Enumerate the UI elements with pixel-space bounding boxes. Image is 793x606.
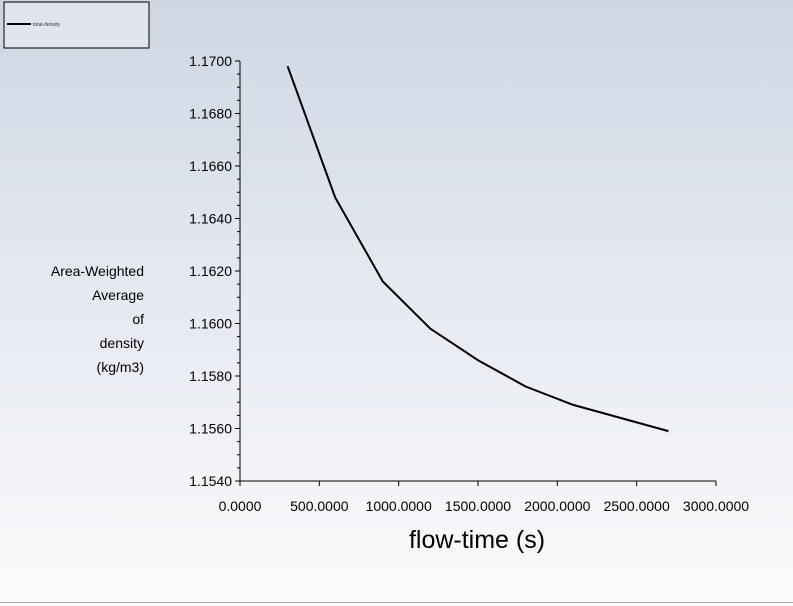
x-axis-ticks: 0.0000 500.0000 1000.0000 1500.0000 2000.000…	[219, 481, 749, 514]
y-tick-label: 1.1700	[189, 53, 232, 69]
y-axis-label-line: (kg/m3)	[97, 359, 144, 375]
x-tick-label: 2000.0000	[524, 498, 590, 514]
y-axis-label: Area-Weighted Average of density (kg/m3)	[51, 263, 144, 375]
x-tick-label: 500.0000	[290, 498, 349, 514]
x-tick-label: 3000.0000	[683, 498, 749, 514]
legend: total-density	[3, 1, 150, 49]
bottom-divider	[0, 602, 793, 603]
x-tick-label: 1500.0000	[445, 498, 511, 514]
series-line-total-density	[286, 65, 669, 433]
y-tick-label: 1.1540	[189, 473, 232, 489]
y-axis-ticks: 1.1540 1.1560 1.1580 1.1600 1.1620 1.1640 1.16…	[189, 53, 240, 489]
y-tick-label: 1.1580	[189, 368, 232, 384]
y-axis-label-line: Average	[92, 287, 144, 303]
legend-label: total-density	[33, 22, 60, 28]
y-axis-label-line: Area-Weighted	[51, 263, 144, 279]
y-tick-label: 1.1620	[189, 263, 232, 279]
y-axis-label-line: density	[100, 335, 144, 351]
x-axis-label: flow-time (s)	[409, 526, 545, 554]
x-tick-label: 1000.0000	[366, 498, 432, 514]
y-tick-label: 1.1600	[189, 316, 232, 332]
y-axis-label-line: of	[132, 311, 144, 327]
y-tick-label: 1.1560	[189, 421, 232, 437]
x-tick-label: 0.0000	[219, 498, 262, 514]
series-layer	[286, 65, 669, 433]
y-tick-label: 1.1660	[189, 158, 232, 174]
y-tick-label: 1.1680	[189, 106, 232, 122]
x-tick-label: 2500.0000	[604, 498, 670, 514]
y-tick-label: 1.1640	[189, 211, 232, 227]
